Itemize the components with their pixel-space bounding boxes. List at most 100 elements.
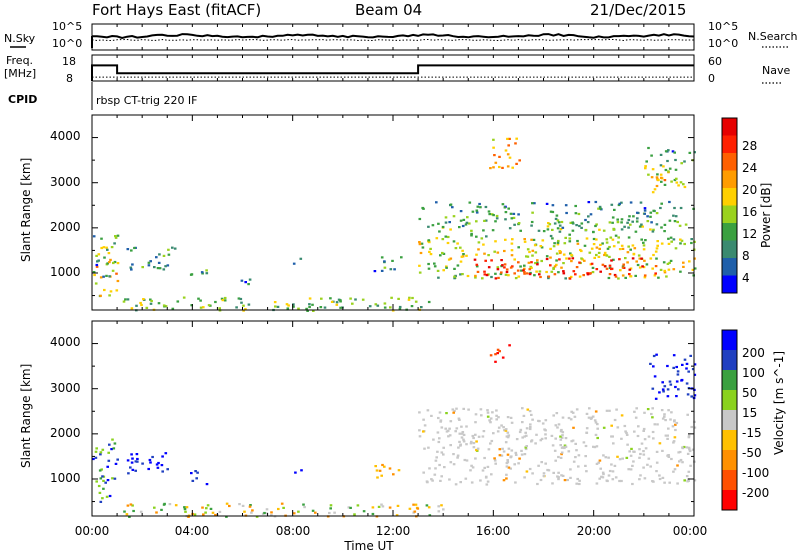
velocity-cell <box>575 482 578 485</box>
power-cell <box>570 253 573 257</box>
power-cell <box>660 176 663 179</box>
cpid-label: CPID <box>8 93 37 106</box>
power-cell <box>618 248 622 251</box>
velocity-cell <box>559 435 562 438</box>
power-cell <box>106 248 109 251</box>
velocity-cell <box>102 475 106 478</box>
power-cell <box>584 228 588 232</box>
velocity-cell <box>544 433 547 436</box>
power-cell <box>418 217 422 221</box>
power-cell <box>449 257 453 260</box>
velocity-cell <box>652 365 655 368</box>
power-cell <box>608 273 612 276</box>
velocity-cell <box>523 453 527 456</box>
power-cell <box>223 299 227 302</box>
velocity-cell <box>434 467 437 470</box>
power-cell <box>497 276 500 279</box>
power-cell <box>554 217 558 220</box>
power-cell <box>693 151 696 154</box>
power-cell <box>421 246 425 249</box>
velocity-cell <box>300 469 303 472</box>
power-cell <box>485 235 488 238</box>
nave-tick-bottom: 0 <box>708 72 715 85</box>
power-cell <box>484 259 487 262</box>
power-cell <box>108 275 111 278</box>
power-cell <box>666 262 670 265</box>
power-cell <box>519 265 522 268</box>
velocity-cell <box>314 511 317 514</box>
power-cbar-tick-20: 20 <box>742 183 757 197</box>
velocity-ytick-2000: 2000 <box>50 426 81 440</box>
power-cell <box>527 261 531 264</box>
power-cell <box>418 243 422 246</box>
velocity-cell <box>444 427 447 430</box>
power-cell <box>517 213 520 216</box>
power-cell <box>515 137 518 140</box>
power-cell <box>244 308 247 311</box>
velocity-cell <box>498 454 502 457</box>
power-cell <box>645 160 648 163</box>
velocity-cell <box>225 515 228 518</box>
power-cell <box>612 258 615 261</box>
velocity-cell <box>131 457 134 460</box>
power-cell <box>575 266 579 269</box>
power-cell <box>510 254 514 257</box>
power-cell <box>551 204 555 207</box>
velocity-cell <box>456 454 460 457</box>
velocity-cell <box>611 470 615 473</box>
power-cell <box>570 260 573 263</box>
power-cbar-label: Power [dB] <box>759 183 773 248</box>
power-cell <box>605 254 609 257</box>
power-cell <box>105 274 108 277</box>
power-cell <box>590 262 594 265</box>
velocity-cell <box>513 463 516 466</box>
velocity-cell <box>649 362 652 365</box>
power-cell <box>487 210 491 213</box>
velocity-cell <box>566 478 569 482</box>
velocity-cell <box>490 439 494 443</box>
velocity-cell <box>688 448 691 451</box>
power-cell <box>494 272 497 275</box>
velocity-cell <box>602 426 606 429</box>
power-cell <box>640 223 643 226</box>
velocity-cell <box>687 370 690 373</box>
power-cell <box>531 211 534 214</box>
velocity-cell <box>381 463 384 467</box>
power-cell <box>619 269 622 272</box>
power-cell <box>599 243 602 246</box>
velocity-cell <box>560 436 564 439</box>
power-cell <box>683 242 686 246</box>
velocity-cell <box>153 506 156 509</box>
power-cell <box>660 202 663 205</box>
power-cell <box>439 254 442 257</box>
velocity-cell <box>483 456 486 460</box>
power-cell <box>274 305 277 308</box>
power-cell <box>693 257 696 260</box>
power-cell <box>608 245 611 249</box>
velocity-cell <box>482 430 486 433</box>
power-cell <box>459 260 463 263</box>
power-cbar-cell <box>722 135 737 153</box>
velocity-cell <box>655 450 659 453</box>
power-cell <box>617 203 621 207</box>
power-cell <box>247 303 251 306</box>
power-cell <box>635 260 638 263</box>
power-cell <box>155 256 158 259</box>
power-cell <box>569 221 573 224</box>
power-cell <box>167 253 171 256</box>
power-cell <box>626 251 630 254</box>
power-cell <box>466 274 470 278</box>
power-cell <box>638 266 642 269</box>
velocity-cell <box>573 415 577 418</box>
power-cell <box>462 253 465 256</box>
velocity-cell <box>541 422 545 425</box>
power-cell <box>483 252 486 255</box>
power-cell <box>680 162 683 165</box>
power-cell <box>454 247 458 250</box>
power-cell <box>498 155 501 158</box>
velocity-cell <box>683 358 687 361</box>
power-cell <box>585 237 589 240</box>
power-cell <box>558 250 561 253</box>
power-cell <box>674 215 678 218</box>
velocity-cell <box>608 469 612 473</box>
